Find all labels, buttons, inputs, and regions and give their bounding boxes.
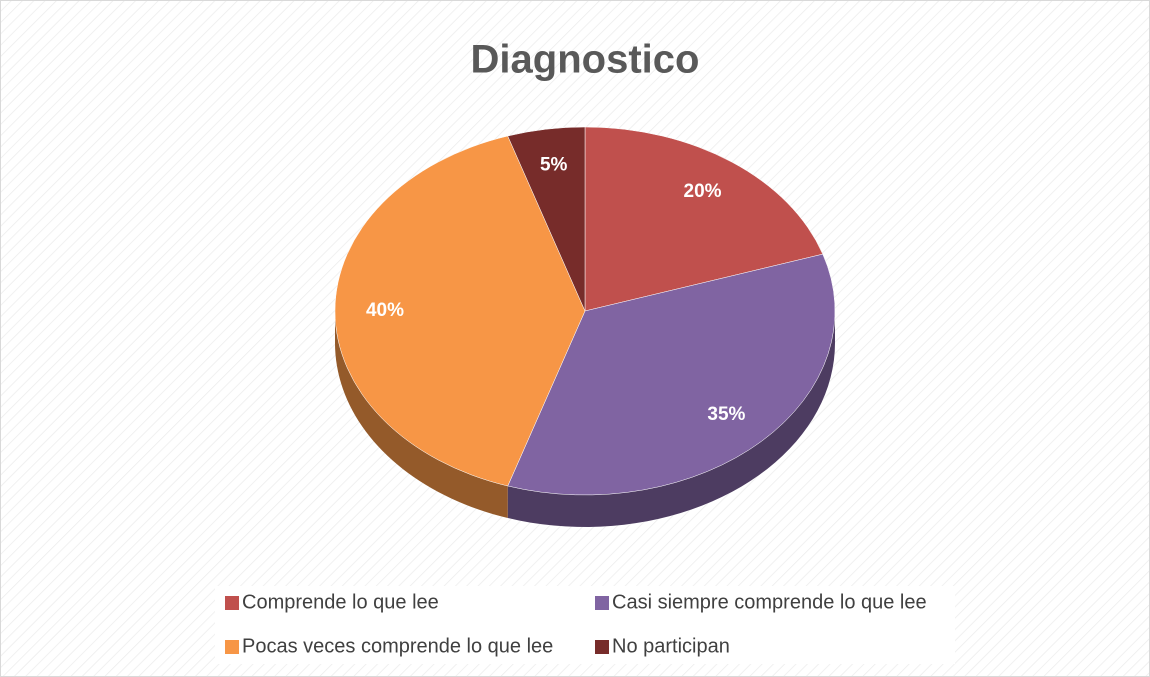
slice (334, 135, 586, 487)
legend-label: Casi siempre comprende lo que lee (612, 591, 927, 613)
legend-swatch (595, 640, 609, 654)
slice (507, 253, 836, 496)
legend-box (215, 586, 955, 664)
slice-side (507, 311, 835, 527)
slice (584, 126, 824, 312)
legend-label: No participan (612, 635, 730, 657)
legend-swatch (225, 596, 239, 610)
data-label: 20% (684, 181, 722, 202)
data-label: 40% (366, 300, 404, 321)
data-label: 5% (540, 155, 568, 176)
legend-swatch (225, 640, 239, 654)
legend-label: Pocas veces comprende lo que lee (242, 635, 553, 657)
slice (507, 126, 586, 312)
data-label: 35% (707, 404, 745, 425)
slice-side (335, 311, 508, 518)
chart-title: Diagnostico (471, 38, 700, 82)
legend-label: Comprende lo que lee (242, 591, 439, 613)
legend-swatch (595, 596, 609, 610)
